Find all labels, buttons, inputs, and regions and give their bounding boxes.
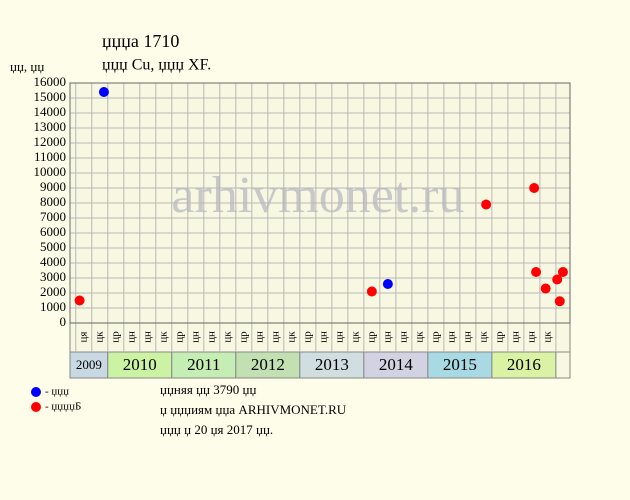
point [366, 286, 377, 297]
y-tick-label: 15000 [34, 89, 67, 104]
y-tick-label: 9000 [40, 179, 66, 194]
x-tick-label: цр [109, 331, 121, 343]
y-axis-label: џџ, џџ [10, 59, 44, 74]
x-tick-label: цр [301, 331, 313, 343]
note: џџняя џџ 3790 џџ [160, 382, 256, 397]
point [540, 283, 551, 294]
y-tick-label: 14000 [34, 104, 67, 119]
point [481, 199, 492, 210]
x-tick-label: цн [253, 331, 265, 343]
y-tick-label: 0 [60, 314, 67, 329]
year-band [235, 351, 301, 379]
point [554, 296, 565, 307]
year-band [107, 351, 173, 379]
chart-subtitle: џџџ Cu, џџџ XF. [102, 57, 211, 74]
x-tick-label: цк [157, 331, 169, 343]
year-label: 2014 [379, 355, 414, 374]
point [382, 279, 393, 289]
year-label: 2013 [315, 355, 349, 374]
x-tick-label: цр [173, 331, 185, 343]
point [557, 267, 568, 277]
x-tick-label: цн [205, 331, 217, 343]
x-tick-label: цн [397, 331, 409, 343]
x-tick-label: цн [125, 331, 137, 343]
year-band-end [555, 351, 571, 379]
point [531, 267, 542, 277]
x-tick-label: цк [413, 331, 425, 343]
y-tick-label: 5000 [40, 239, 66, 254]
x-tick-label: цк [93, 331, 105, 343]
x-tick-label: цк [541, 331, 553, 343]
x-tick-label: цр [493, 331, 505, 343]
watermark: arhivmonet.ru [171, 167, 464, 224]
chart-title: џџџа 1710 [102, 31, 179, 51]
legend-marker [31, 402, 41, 412]
y-tick-label: 1000 [40, 299, 66, 314]
x-tick-label: цк [477, 331, 489, 343]
point [552, 274, 563, 285]
x-tick-label: цр [365, 331, 377, 343]
x-tick-label: цн [317, 331, 329, 343]
y-tick-label: 7000 [40, 209, 66, 224]
x-tick-label: цн [525, 331, 537, 343]
legend-marker [31, 387, 41, 397]
x-tick-label: цн [189, 331, 201, 343]
y-tick-label: 11000 [34, 149, 66, 164]
note: џ џџџиям џџа ARHIVMONET.RU [160, 402, 347, 417]
year-band [69, 351, 109, 379]
point [529, 183, 540, 193]
x-tick-label: цн [333, 331, 345, 343]
plot-frame [69, 82, 571, 324]
year-band [427, 351, 493, 379]
x-tick-label: ця [77, 332, 89, 343]
year-band [363, 351, 429, 379]
x-tick-label: цн [381, 331, 393, 343]
legend-label: - џџџ [45, 386, 69, 398]
x-tick-label: цк [349, 331, 361, 343]
y-tick-label: 13000 [34, 119, 67, 134]
x-tick-label: цк [285, 331, 297, 343]
y-tick-label: 4000 [40, 254, 66, 269]
year-label: 2010 [123, 355, 157, 374]
year-label: 2016 [507, 355, 541, 374]
note: џџџ џ 20 џя 2017 џџ. [160, 422, 273, 437]
year-label: 2015 [443, 355, 477, 374]
x-tick-label: цк [221, 331, 233, 343]
x-tick-label: цр [237, 331, 249, 343]
year-label: 2009 [76, 357, 102, 372]
year-label: 2011 [187, 355, 220, 374]
y-tick-label: 8000 [40, 194, 66, 209]
legend-label: - џџџџБ [45, 401, 81, 413]
x-tick-label: цн [141, 331, 153, 343]
point [74, 295, 85, 306]
y-tick-label: 6000 [40, 224, 66, 239]
y-tick-label: 2000 [40, 284, 66, 299]
y-tick-label: 3000 [40, 269, 66, 284]
x-tick-label: цн [461, 331, 473, 343]
x-tick-label: цн [509, 331, 521, 343]
x-tick-label: цн [269, 331, 281, 343]
point [98, 87, 109, 97]
y-tick-label: 10000 [34, 164, 67, 179]
y-tick-label: 16000 [34, 74, 67, 89]
x-tick-label: цр [429, 331, 441, 343]
x-tick-label: цн [445, 331, 457, 343]
year-label: 2012 [251, 355, 285, 374]
y-tick-label: 12000 [34, 134, 67, 149]
